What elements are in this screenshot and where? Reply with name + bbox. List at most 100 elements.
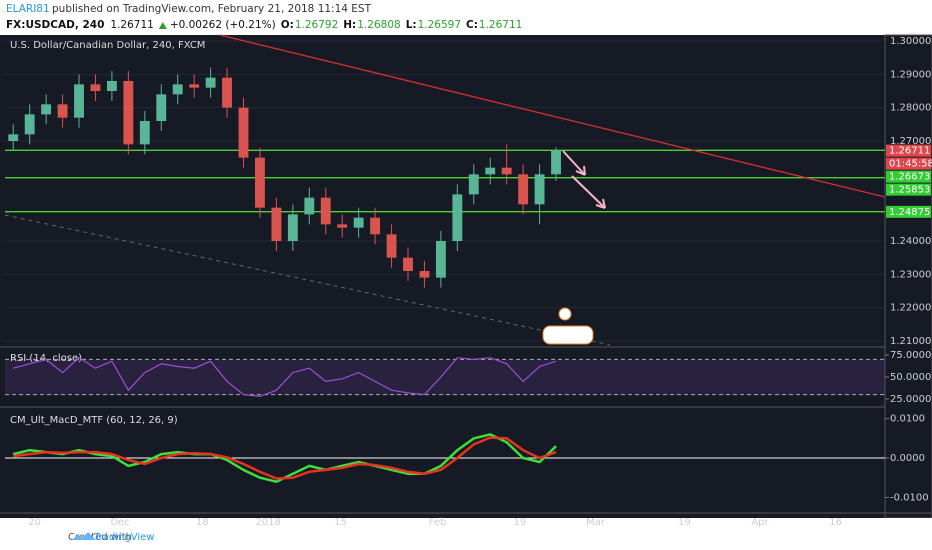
event-icon[interactable] [542, 325, 594, 345]
y-tick-label: 0.0000 [890, 453, 925, 464]
candle-body [8, 134, 19, 141]
candle-body [337, 224, 348, 228]
x-tick-label: 15 [334, 517, 347, 528]
x-tick-label: 19 [678, 517, 691, 528]
x-tick-label: 18 [196, 517, 209, 528]
y-tick-label: 1.29000 [890, 69, 931, 80]
header-value: 1.26792 [295, 19, 338, 31]
candle-body [534, 174, 545, 205]
candle-body [320, 197, 331, 225]
candle-body [353, 217, 364, 228]
header-value: O: [281, 19, 294, 31]
candle-body [90, 84, 101, 91]
x-tick-label: 2018 [255, 517, 280, 528]
candle-body [518, 174, 529, 205]
candle-body [304, 197, 315, 215]
up-arrow [158, 22, 167, 29]
candle-body [205, 77, 216, 88]
candle-body [222, 77, 232, 108]
candle-body [123, 81, 134, 145]
price-label: 1.24875 [889, 207, 930, 218]
x-tick-label: 19 [513, 517, 526, 528]
plot: 20 Dec 18 2018 15 Feb 19 Mar 19 Apr 16 1.30000 1.290… [5, 36, 932, 528]
price-label-bg [886, 183, 931, 196]
price-label: 1.26673 [889, 172, 930, 183]
y-tick-label: 1.21000 [890, 336, 931, 347]
rsi-band [5, 359, 885, 395]
x-tick-label: 20 [28, 517, 41, 528]
trendline [219, 34, 886, 198]
x-tick-label: Dec [110, 517, 129, 528]
y-tick-label: -0.0100 [890, 492, 929, 503]
pane-title: CM_Ult_MacD_MTF (60, 12, 26, 9) [10, 415, 178, 426]
price-axis [884, 34, 932, 519]
x-tick-label: Mar [586, 517, 606, 528]
chart-bg [0, 35, 932, 518]
header-value: 1.26711 [110, 19, 153, 31]
header-value: C: [466, 19, 478, 31]
candle-body [386, 234, 397, 258]
candle-body [156, 94, 167, 121]
candle-body [139, 121, 150, 145]
candle-body [74, 84, 84, 118]
price-label-bg [886, 205, 931, 218]
footer-bg [0, 518, 932, 550]
candle-body [255, 157, 265, 208]
candle-body [551, 150, 561, 175]
candle-body [501, 167, 512, 175]
candle-body [41, 104, 52, 115]
indicator-line [13, 356, 557, 398]
logo [72, 532, 96, 540]
candle-body [403, 257, 413, 271]
candle-body [172, 84, 183, 95]
header-value: 1.26711 [479, 19, 522, 31]
y-tick-label: 25.0000 [890, 394, 931, 405]
pane-title: RSI (14, close) [10, 353, 82, 364]
x-tick-label: Apr [751, 517, 769, 528]
x-tick-label: Feb [429, 517, 447, 528]
candle-body [238, 107, 249, 158]
candle-body [419, 271, 430, 278]
candle-body [485, 167, 496, 175]
x-tick-label: 16 [829, 517, 842, 528]
dashed-trendline [4, 214, 611, 346]
footer-brand[interactable]: TradingView [93, 532, 154, 543]
price-label-bg [886, 144, 931, 157]
candle-body [106, 81, 117, 91]
price-label: 1.26711 [889, 146, 930, 157]
candle-body [468, 174, 479, 195]
published: published on TradingView.com, February 2… [52, 3, 372, 15]
pane-title: U.S. Dollar/Canadian Dollar, 240, FXCM [10, 40, 205, 51]
y-tick-label: 1.28000 [890, 103, 931, 114]
header-value: H: [343, 19, 356, 31]
y-tick-label: 1.24000 [890, 236, 931, 247]
candle-body [24, 114, 35, 135]
y-tick-label: 1.30000 [890, 36, 931, 47]
candle-body [287, 214, 298, 241]
y-tick-label: 75.0000 [890, 350, 931, 361]
footer-created: Created with [68, 532, 132, 543]
countdown-bg [886, 157, 931, 170]
arrow [562, 150, 606, 209]
candle-body [452, 194, 463, 241]
candle-body [189, 84, 200, 88]
indicator-line [13, 436, 557, 480]
header-value: L: [406, 19, 417, 31]
header-values: 1.26711 +0.00262 (+0.21%) O: 1.26792 H: 1.268… [110, 19, 522, 31]
price-label: 1.25853 [889, 185, 930, 196]
event-icon[interactable] [558, 307, 572, 321]
header-value: 1.26808 [357, 19, 400, 31]
price-label-bg [886, 170, 931, 183]
header-value: +0.00262 (+0.21%) [170, 19, 276, 31]
candle-body [57, 104, 68, 118]
countdown: 01:45:58 [889, 159, 932, 170]
publisher[interactable]: ELARI81 [6, 3, 50, 15]
candle-body [370, 217, 381, 235]
y-tick-label: 1.22000 [890, 303, 931, 314]
header-bg [0, 0, 932, 35]
header-value: 1.26597 [418, 19, 461, 31]
symbol: FX:USDCAD, 240 [6, 19, 104, 31]
candle-body [271, 207, 282, 241]
